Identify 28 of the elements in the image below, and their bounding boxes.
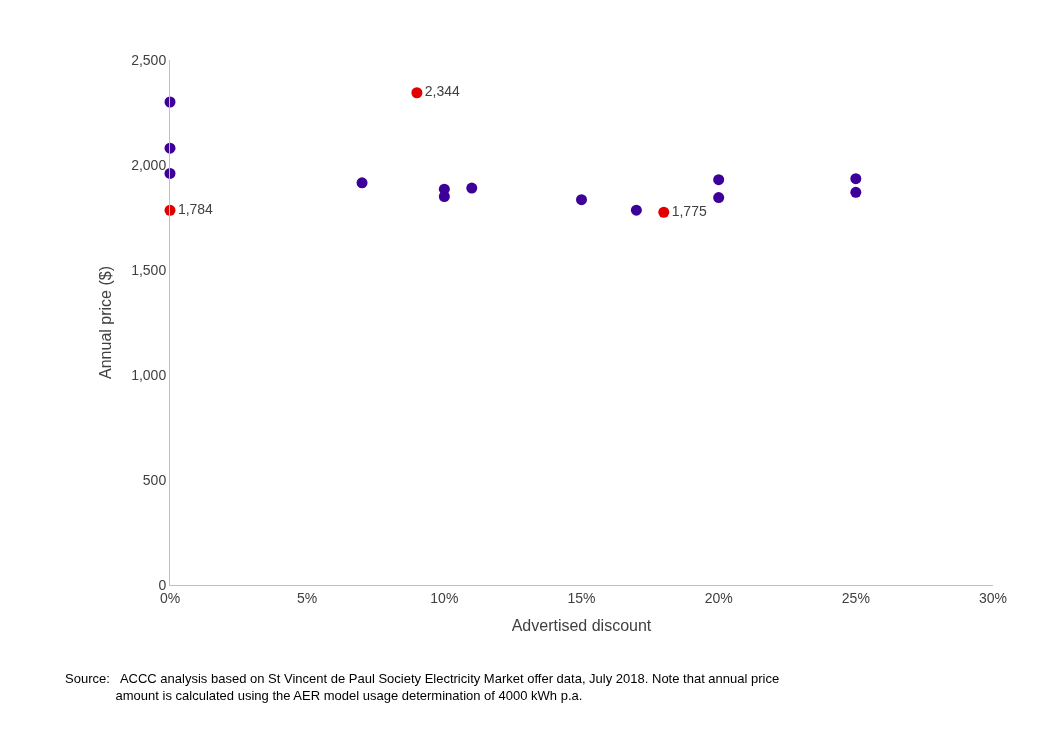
point	[438, 191, 450, 202]
x-tick-label: 15%	[567, 589, 596, 606]
y-tick-label: 1,000	[131, 366, 167, 383]
y-axis-title: Annual price ($)	[97, 266, 115, 379]
point	[713, 192, 725, 204]
x-tick-label: 5%	[297, 589, 318, 606]
data-label: 2,344	[424, 83, 461, 100]
x-tick-label: 30%	[978, 589, 1008, 606]
x-tick-label: 10%	[430, 589, 459, 606]
point	[850, 173, 862, 185]
data-label: 1,775	[671, 202, 707, 219]
point	[356, 177, 368, 189]
point	[658, 206, 670, 218]
point	[713, 174, 725, 186]
point	[576, 194, 587, 206]
data-label: 1,784	[177, 200, 214, 217]
y-tick-label: 2,500	[131, 51, 167, 68]
y-tick-label: 1,500	[131, 261, 167, 278]
x-tick-label: 25%	[841, 589, 870, 606]
point	[630, 204, 642, 216]
x-axis-title: Advertised discount	[511, 617, 652, 635]
y-tick-label: 2,000	[131, 156, 167, 173]
point	[850, 186, 862, 198]
point	[466, 182, 478, 194]
y-tick-label: 500	[142, 471, 167, 488]
x-tick-label: 20%	[704, 589, 733, 606]
source-note: Source: ACCC analysis based on St Vincent de Paul Society Electricity Market offer data, July 2018. Note that annual price amount is calculated using the AER model usage determination of 4000 kWh p.a.	[65, 671, 780, 703]
point	[411, 87, 423, 99]
